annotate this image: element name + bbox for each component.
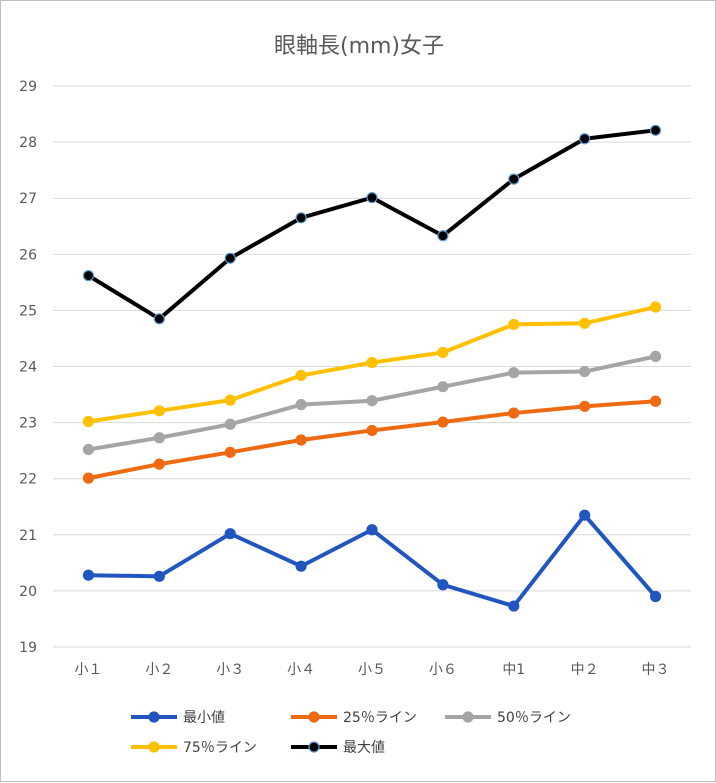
data-point bbox=[82, 443, 95, 456]
data-point bbox=[82, 472, 95, 484]
data-point bbox=[295, 212, 307, 224]
legend-marker bbox=[462, 711, 474, 723]
data-point bbox=[153, 313, 165, 325]
series-line bbox=[87, 128, 656, 321]
y-tick-label: 19 bbox=[19, 640, 37, 656]
data-point bbox=[579, 365, 591, 378]
data-point bbox=[224, 528, 236, 540]
legend-item: 25％ライン bbox=[291, 710, 417, 726]
series-layer bbox=[82, 124, 662, 612]
data-point bbox=[295, 369, 307, 382]
series-4 bbox=[82, 124, 662, 325]
legend-item: 最小値 bbox=[131, 710, 225, 726]
data-point bbox=[224, 394, 236, 406]
data-point bbox=[508, 407, 520, 419]
data-point bbox=[366, 356, 378, 369]
data-point bbox=[224, 252, 236, 264]
series-3 bbox=[82, 301, 662, 428]
data-point bbox=[437, 346, 449, 359]
data-point bbox=[649, 590, 662, 603]
legend-item: 最大値 bbox=[291, 740, 385, 756]
legend-marker bbox=[308, 711, 320, 723]
y-tick-label: 21 bbox=[19, 528, 37, 544]
legend-item: 50％ライン bbox=[445, 710, 571, 726]
data-point bbox=[366, 424, 378, 437]
data-point bbox=[82, 569, 95, 581]
data-point bbox=[153, 405, 165, 417]
x-tick-label: 小５ bbox=[358, 662, 386, 678]
y-tick-label: 26 bbox=[19, 247, 37, 263]
x-tick-label: 中２ bbox=[571, 662, 599, 678]
y-tick-label: 24 bbox=[19, 360, 37, 376]
data-point bbox=[224, 446, 236, 458]
legend-marker bbox=[148, 741, 160, 753]
data-point bbox=[579, 400, 591, 412]
x-tick-label: 小４ bbox=[287, 662, 315, 678]
legend-label: 50％ライン bbox=[497, 710, 571, 726]
x-tick-label: 小１ bbox=[74, 662, 102, 678]
data-point bbox=[649, 350, 662, 363]
data-point bbox=[508, 318, 520, 331]
y-tick-label: 20 bbox=[19, 584, 37, 600]
data-point bbox=[437, 579, 449, 591]
data-point bbox=[366, 524, 378, 536]
x-axis-ticks: 小１ 小２ 小３ 小４ 小５ 小６ 中1 中２ 中３ bbox=[74, 662, 669, 678]
legend-label: 最小値 bbox=[183, 710, 225, 726]
data-point bbox=[295, 434, 307, 446]
data-point bbox=[649, 395, 662, 407]
data-point bbox=[366, 192, 378, 204]
legend: 最小値 25％ライン 50％ライン 75％ライン 最大値 bbox=[131, 710, 571, 756]
data-point bbox=[437, 416, 449, 428]
data-point bbox=[437, 381, 449, 393]
data-point bbox=[295, 399, 307, 411]
y-tick-label: 27 bbox=[19, 191, 37, 207]
data-point bbox=[153, 458, 165, 470]
x-tick-label: 小６ bbox=[429, 662, 457, 678]
legend-marker bbox=[308, 741, 320, 753]
y-axis-ticks: 19 20 21 22 23 24 25 26 27 28 29 bbox=[19, 79, 37, 656]
data-point bbox=[366, 395, 378, 407]
legend-item: 75％ライン bbox=[131, 740, 257, 756]
y-tick-label: 25 bbox=[19, 303, 37, 319]
y-tick-label: 23 bbox=[19, 416, 37, 432]
series-0 bbox=[82, 509, 662, 612]
data-point bbox=[224, 418, 236, 430]
data-point bbox=[579, 317, 591, 329]
x-tick-label: 中1 bbox=[502, 662, 525, 678]
data-point bbox=[649, 301, 662, 313]
data-point bbox=[82, 415, 95, 428]
legend-label: 25％ライン bbox=[343, 710, 417, 726]
series-line bbox=[88, 399, 656, 481]
legend-label: 最大値 bbox=[343, 740, 385, 756]
series-2 bbox=[82, 350, 662, 456]
data-point bbox=[153, 570, 165, 582]
data-point bbox=[508, 173, 520, 185]
series-1 bbox=[82, 395, 662, 484]
legend-label: 75％ライン bbox=[183, 740, 257, 756]
data-point bbox=[579, 133, 591, 145]
chart-title: 眼軸長(mm)女子 bbox=[274, 34, 444, 59]
data-point bbox=[508, 367, 520, 379]
data-point bbox=[508, 600, 520, 612]
data-point bbox=[82, 270, 95, 282]
legend-marker bbox=[148, 711, 160, 723]
y-tick-label: 28 bbox=[19, 135, 37, 151]
data-point bbox=[579, 509, 591, 521]
data-point bbox=[649, 124, 662, 136]
x-tick-label: 中３ bbox=[642, 662, 670, 678]
data-point bbox=[153, 432, 165, 444]
x-tick-label: 小２ bbox=[145, 662, 173, 678]
data-point bbox=[437, 230, 449, 242]
y-tick-label: 29 bbox=[19, 79, 37, 95]
y-tick-label: 22 bbox=[19, 472, 37, 488]
data-point bbox=[295, 560, 307, 572]
x-tick-label: 小３ bbox=[216, 662, 244, 678]
